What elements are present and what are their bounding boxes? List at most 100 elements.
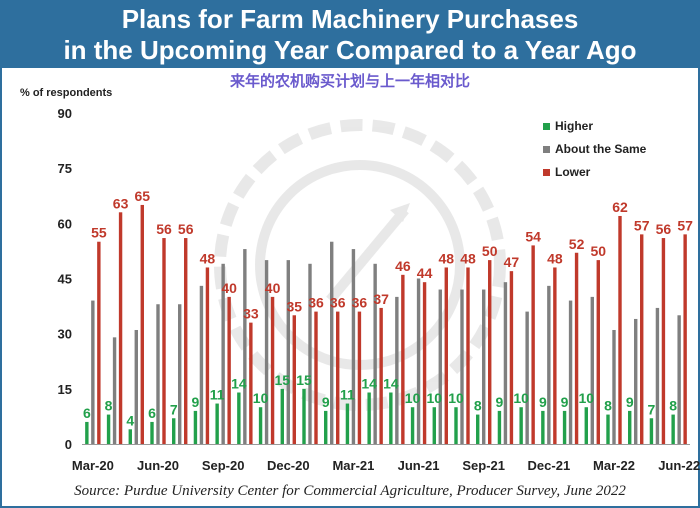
bar-lower: [336, 311, 340, 444]
y-tick-label: 75: [58, 161, 72, 176]
bar-about-the-same: [178, 304, 182, 444]
bar-higher: [606, 414, 610, 444]
bar-lower: [140, 204, 144, 444]
data-label-lower: 65: [134, 188, 150, 204]
data-label-lower: 63: [113, 195, 129, 211]
bar-lower: [596, 260, 600, 444]
bar-lower: [162, 238, 166, 444]
data-label-lower: 54: [525, 228, 541, 244]
bar-about-the-same: [373, 263, 377, 444]
data-label-higher: 14: [231, 376, 247, 392]
data-label-higher: 10: [405, 390, 421, 406]
bar-lower: [401, 274, 405, 444]
bar-about-the-same: [351, 249, 356, 444]
x-tick-label: Dec-20: [267, 458, 310, 473]
data-label-lower: 50: [482, 243, 498, 259]
legend-swatch: [543, 123, 550, 130]
data-label-higher: 15: [274, 372, 290, 388]
y-tick-label: 60: [58, 216, 72, 231]
x-tick-label: Sep-20: [202, 458, 245, 473]
bar-higher: [476, 414, 480, 444]
bar-higher: [128, 429, 132, 444]
data-label-lower: 48: [200, 250, 216, 266]
data-label-lower: 36: [330, 295, 346, 311]
data-label-higher: 8: [105, 398, 113, 414]
y-tick-label: 0: [65, 437, 72, 452]
bar-lower: [227, 296, 231, 444]
y-tick-label: 30: [58, 327, 72, 342]
data-label-higher: 9: [192, 394, 200, 410]
bar-about-the-same: [221, 263, 225, 444]
data-label-higher: 6: [148, 405, 156, 421]
bar-higher: [345, 403, 350, 444]
data-label-higher: 10: [253, 390, 269, 406]
y-tick-label: 90: [58, 106, 72, 121]
legend-swatch: [543, 146, 550, 153]
bar-about-the-same: [568, 300, 573, 444]
legend-entry: Lower: [555, 165, 591, 179]
bar-about-the-same: [308, 263, 312, 444]
data-label-higher: 9: [322, 394, 330, 410]
bar-about-the-same: [264, 260, 269, 444]
data-label-lower: 56: [656, 221, 672, 237]
data-label-higher: 9: [561, 394, 569, 410]
legend-entry: About the Same: [555, 142, 647, 156]
data-label-higher: 9: [496, 394, 504, 410]
bar-about-the-same: [112, 337, 117, 444]
bar-lower: [618, 215, 622, 444]
bar-higher: [519, 407, 523, 444]
bar-lower: [379, 307, 383, 444]
bar-higher: [541, 410, 545, 444]
x-tick-label: Jun-20: [137, 458, 179, 473]
bar-higher: [584, 407, 588, 444]
bar-higher: [410, 407, 415, 444]
bar-lower: [184, 238, 188, 444]
bar-higher: [172, 418, 176, 444]
bar-higher: [193, 410, 198, 444]
data-label-lower: 37: [373, 291, 389, 307]
bar-about-the-same: [438, 289, 442, 444]
bar-lower: [422, 282, 427, 444]
bar-lower: [118, 212, 123, 444]
bar-higher: [389, 392, 393, 444]
bar-about-the-same: [199, 285, 204, 444]
bar-lower: [553, 267, 557, 444]
data-label-higher: 8: [604, 398, 612, 414]
bar-higher: [258, 407, 263, 444]
bar-lower: [357, 311, 362, 444]
bar-higher: [85, 421, 89, 444]
bar-lower: [314, 311, 318, 444]
chart-subtitle: 来年的农机购买计划与上一年相对比: [229, 73, 470, 90]
data-label-lower: 36: [352, 295, 368, 311]
x-tick-label: Mar-22: [593, 458, 635, 473]
data-label-higher: 9: [539, 394, 547, 410]
bar-about-the-same: [91, 300, 95, 444]
data-label-higher: 10: [578, 390, 594, 406]
bar-higher: [649, 418, 654, 444]
bar-lower: [466, 267, 470, 444]
data-label-lower: 44: [417, 265, 433, 281]
data-label-higher: 8: [669, 398, 677, 414]
data-label-higher: 7: [170, 401, 178, 417]
data-label-lower: 52: [569, 236, 585, 252]
bar-about-the-same: [677, 315, 681, 444]
bar-higher: [454, 407, 458, 444]
bar-about-the-same: [634, 318, 638, 444]
y-tick-label: 45: [58, 272, 72, 287]
data-label-higher: 10: [448, 390, 464, 406]
x-tick-label: Sep-21: [462, 458, 505, 473]
bar-higher: [280, 388, 284, 444]
bar-higher: [497, 410, 502, 444]
bar-about-the-same: [286, 260, 290, 444]
y-axis-label: % of respondents: [20, 87, 112, 99]
data-label-lower: 48: [547, 250, 563, 266]
data-label-lower: 48: [460, 250, 476, 266]
bar-higher: [215, 403, 219, 444]
legend-entry: Higher: [555, 119, 593, 133]
source-note: Source: Purdue University Center for Com…: [74, 483, 626, 499]
data-label-higher: 6: [83, 405, 91, 421]
data-label-higher: 10: [426, 390, 442, 406]
data-label-lower: 56: [156, 221, 172, 237]
bar-higher: [106, 414, 111, 444]
